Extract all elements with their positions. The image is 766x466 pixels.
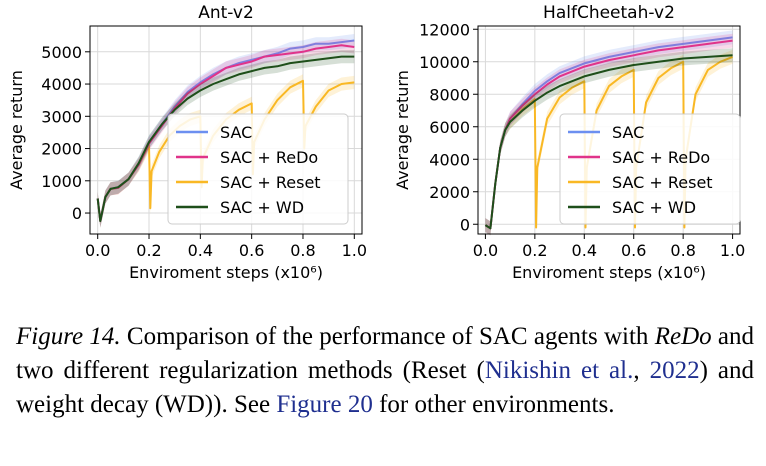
series-band [97,50,355,228]
series-line [96,55,355,223]
x-tick-label: 0.6 [621,241,646,260]
chart-title: Ant-v2 [198,3,254,23]
legend-box [559,113,741,225]
x-tick-label: 0.4 [188,241,213,260]
series-band [97,34,355,228]
caption-text-4: ) and weight decay (WD)). See [16,357,755,418]
legend-label: SAC [612,123,644,142]
citation-year-link[interactable]: 2022 [649,357,700,384]
halfcheetah-chart: 0 2000 4000 6000 8000 10000 12000 0.0 0.2 0.4 0.6 0… [393,3,745,282]
legend: SAC SAC + ReDo SAC + Reset SAC + WD [559,113,741,225]
x-tick-label: 0.4 [572,241,597,260]
x-tick-label: 1.0 [720,241,745,260]
y-tick-label: 1000 [41,172,82,191]
x-tick-label: 0.6 [239,241,264,260]
y-tick-label: 10000 [419,53,470,72]
y-tick-label: 2000 [41,140,82,159]
x-tick-label: 0.2 [522,241,547,260]
y-tick-label: 8000 [429,85,470,104]
y-tick-label: 4000 [429,150,470,169]
figure-caption: Figure 14. Comparison of the performance… [16,320,754,422]
y-tick-label: 6000 [429,118,470,137]
caption-text-3: , [633,357,650,384]
y-tick-label: 2000 [429,183,470,202]
y-axis-label: Average return [7,70,26,190]
legend-label: SAC + Reset [220,173,321,192]
x-axis-label: Enviroment steps (x10⁶) [512,263,706,282]
caption-label: Figure 14. [16,323,121,350]
y-tick-label: 4000 [41,75,82,94]
legend-label: SAC + WD [612,198,696,217]
legend: SAC SAC + ReDo SAC + Reset SAC + WD [167,113,349,225]
caption-text-2: and two different regularization methods… [16,323,754,384]
x-tick-label: 0.8 [670,241,695,260]
legend-label: SAC + ReDo [220,148,318,167]
y-tick-label: 0 [460,215,470,234]
figure-reference-link[interactable]: Figure 20 [276,391,373,418]
y-tick-label: 3000 [41,107,82,126]
ant-chart: 0 1000 2000 3000 4000 5000 0.0 0.2 0.4 0.6 0.8 1.0 A… [7,3,367,282]
x-tick-label: 0.8 [290,241,315,260]
y-tick-label: 0 [72,204,82,223]
y-tick-label: 5000 [41,43,82,62]
legend-label: SAC + ReDo [612,148,710,167]
x-axis-label: Enviroment steps (x10⁶) [129,263,323,282]
x-tick-label: 0.2 [136,241,161,260]
x-tick-label: 0.0 [85,241,110,260]
legend-box [167,113,349,225]
citation-author-link[interactable]: Nikishin et al. [484,357,634,384]
series-band [485,48,733,236]
y-axis-label: Average return [393,70,412,190]
series-line [484,54,733,230]
caption-redo: ReDo [654,323,712,350]
chart-title: HalfCheetah-v2 [543,3,675,23]
legend-label: SAC + Reset [612,173,713,192]
x-tick-label: 1.0 [342,241,367,260]
y-tick-label: 12000 [419,20,470,39]
caption-text-5: for other environments. [372,391,615,418]
figure-14: 0 1000 2000 3000 4000 5000 0.0 0.2 0.4 0.6 0.8 1.0 A… [7,3,745,282]
legend-label: SAC + WD [220,198,304,217]
x-tick-label: 0.0 [473,241,498,260]
plot-frame [89,25,363,235]
legend-label: SAC [220,123,252,142]
caption-text-1: Comparison of the performance of SAC age… [120,323,655,350]
